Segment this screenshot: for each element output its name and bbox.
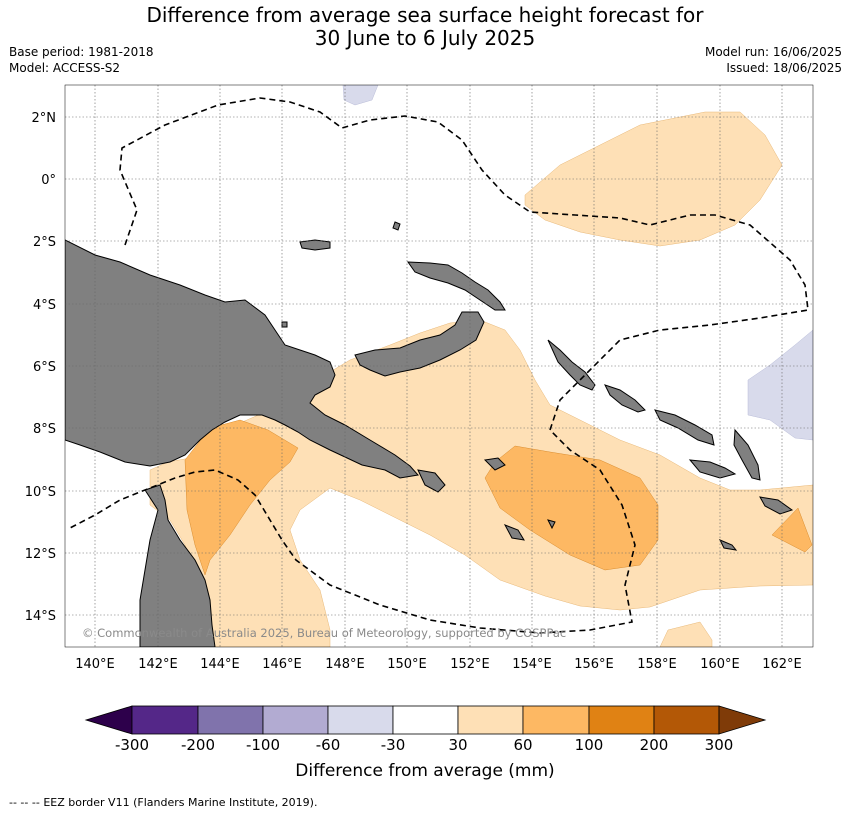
- colorbar-segment: [653, 705, 720, 735]
- latitude-labels: 2°N 0° 2°S 4°S 6°S 8°S 10°S 12°S 14°S: [25, 111, 56, 624]
- colorbar-tick-label: 100: [574, 736, 604, 754]
- colorbar-tick-label: 30: [448, 736, 468, 754]
- colorbar-segment: [262, 705, 329, 735]
- lon-label: 156°E: [574, 657, 614, 672]
- lon-label: 146°E: [262, 657, 302, 672]
- lat-label: 2°N: [32, 111, 57, 126]
- land: [65, 221, 794, 647]
- model-name: Model: ACCESS-S2: [9, 61, 121, 75]
- new-britain: [354, 311, 485, 377]
- lat-label: 2°S: [33, 235, 56, 250]
- colorbar-tick-label: 200: [639, 736, 669, 754]
- colorbar-segment: [457, 705, 524, 735]
- meta-right: Model run: 16/06/2025 Issued: 18/06/2025: [705, 44, 842, 76]
- cape-york: [139, 484, 216, 647]
- lon-label: 160°E: [700, 657, 740, 672]
- colorbar-title: Difference from average (mm): [295, 761, 555, 781]
- map-title: Difference from average sea surface heig…: [0, 4, 850, 50]
- colorbar-segment: [392, 705, 459, 735]
- base-period: Base period: 1981-2018: [9, 45, 154, 59]
- colorbar-segment: [327, 705, 394, 735]
- colorbar-tick-label: 300: [704, 736, 734, 754]
- map-frame: [64, 84, 814, 648]
- new-guinea: [65, 239, 419, 479]
- lat-label: 12°S: [25, 547, 56, 562]
- manus-island: [299, 239, 331, 251]
- issued-date: Issued: 18/06/2025: [726, 61, 842, 75]
- lon-label: 158°E: [637, 657, 677, 672]
- longitude-labels: 140°E 142°E 144°E 146°E 148°E 150°E 152°…: [75, 657, 802, 672]
- colorbar-segment: [197, 705, 264, 735]
- lat-label: 6°S: [33, 360, 56, 375]
- colorbar-tick-labels: -300 -200 -100 -60 -30 30 60 100 200 300: [0, 736, 850, 756]
- eez-border: [69, 97, 809, 634]
- lon-label: 148°E: [325, 657, 365, 672]
- colorbar-tick-label: -60: [315, 736, 341, 754]
- anomaly-60-100: [184, 419, 813, 576]
- lon-label: 140°E: [75, 657, 115, 672]
- lat-label: 0°: [41, 173, 56, 188]
- model-run: Model run: 16/06/2025: [704, 45, 842, 59]
- lon-label: 152°E: [450, 657, 490, 672]
- lat-label: 14°S: [25, 609, 56, 624]
- lat-label: 10°S: [25, 485, 56, 500]
- colorbar-tick-label: -200: [180, 736, 216, 754]
- colorbar-segment: [588, 705, 655, 735]
- eez-legend: -- -- -- EEZ border V11 (Flanders Marine…: [9, 796, 317, 809]
- lat-label: 4°S: [33, 298, 56, 313]
- lon-label: 154°E: [512, 657, 552, 672]
- lon-label: 162°E: [762, 657, 802, 672]
- title-line-1: Difference from average sea surface heig…: [146, 3, 704, 27]
- lon-label: 144°E: [200, 657, 240, 672]
- colorbar-segment: [131, 705, 199, 735]
- title-line-2: 30 June to 6 July 2025: [314, 26, 536, 50]
- colorbar-segment: [84, 705, 133, 735]
- lon-label: 142°E: [138, 657, 178, 672]
- colorbar-segment: [718, 705, 767, 735]
- lat-label: 8°S: [33, 422, 56, 437]
- copyright-notice: © Commonwealth of Australia 2025, Bureau…: [82, 626, 567, 640]
- meta-left: Base period: 1981-2018 Model: ACCESS-S2: [9, 44, 154, 76]
- map-plot-area: [65, 85, 813, 647]
- colorbar-tick-label: -30: [380, 736, 406, 754]
- colorbar-tick-label: -300: [114, 736, 150, 754]
- colorbar-segment: [522, 705, 590, 735]
- lon-label: 150°E: [387, 657, 427, 672]
- eez-legend-text: EEZ border V11 (Flanders Marine Institut…: [43, 796, 318, 809]
- new-ireland: [407, 261, 506, 311]
- colorbar-tick-label: 60: [513, 736, 533, 754]
- anomaly-neg-30-60: [342, 85, 813, 441]
- eez-legend-symbol: -- -- --: [9, 796, 40, 809]
- colorbar: [84, 705, 767, 735]
- graticule: [65, 85, 813, 647]
- colorbar-tick-label: -100: [245, 736, 281, 754]
